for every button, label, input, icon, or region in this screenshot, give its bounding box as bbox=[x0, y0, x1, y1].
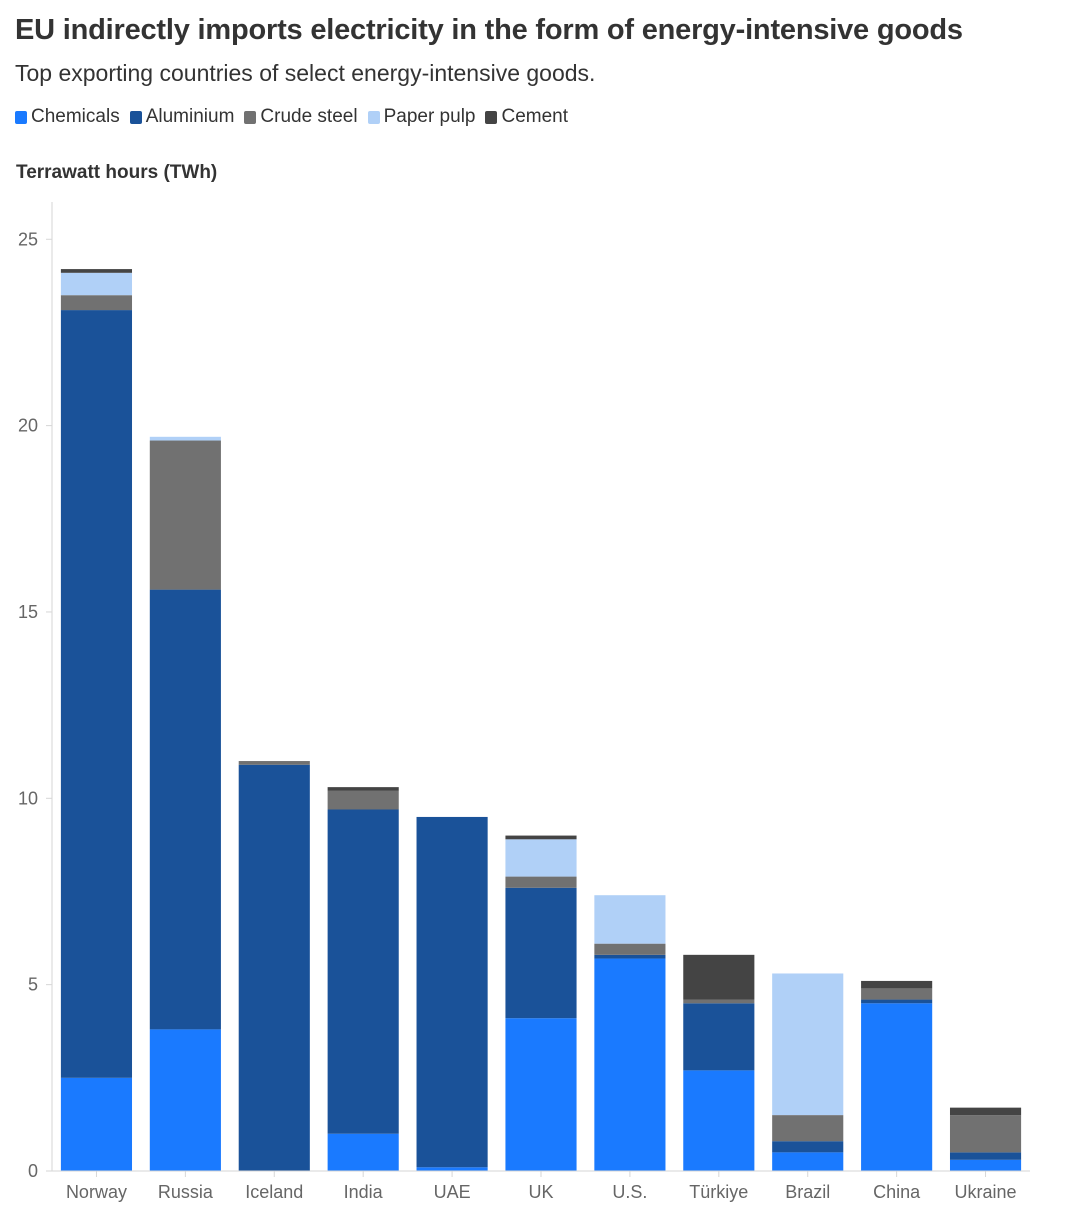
bar-brazil-chemicals[interactable] bbox=[772, 1152, 844, 1171]
x-tick-label-norway: Norway bbox=[66, 1182, 127, 1202]
bar-uk-paper-pulp[interactable] bbox=[505, 839, 577, 877]
bar-iceland-aluminium[interactable] bbox=[238, 764, 310, 1171]
x-tick-label-brazil: Brazil bbox=[785, 1182, 830, 1202]
legend-label-paper-pulp: Paper pulp bbox=[383, 106, 476, 127]
bar-china-aluminium[interactable] bbox=[861, 999, 933, 1004]
x-tick-label-u-s-: U.S. bbox=[612, 1182, 647, 1202]
bar-russia-crude-steel[interactable] bbox=[149, 440, 221, 590]
legend-label-chemicals: Chemicals bbox=[31, 106, 120, 127]
y-tick-label: 10 bbox=[18, 788, 38, 808]
legend-label-crude-steel: Crude steel bbox=[260, 106, 358, 127]
bar-norway-aluminium[interactable] bbox=[60, 310, 133, 1078]
y-tick-label: 15 bbox=[18, 602, 38, 622]
bar-brazil-crude-steel[interactable] bbox=[772, 1115, 844, 1142]
bar-china-chemicals[interactable] bbox=[861, 1003, 933, 1171]
bar-t-rkiye-crude-steel[interactable] bbox=[683, 999, 755, 1004]
legend-swatch-paper-pulp bbox=[367, 110, 380, 124]
bar-ukraine-aluminium[interactable] bbox=[949, 1152, 1022, 1160]
y-axis-label: Terrawatt hours (TWh) bbox=[16, 162, 218, 183]
bar-india-aluminium[interactable] bbox=[327, 809, 399, 1134]
bar-russia-aluminium[interactable] bbox=[149, 589, 221, 1030]
legend-swatch-cement bbox=[485, 110, 498, 124]
bar-norway-paper-pulp[interactable] bbox=[60, 272, 133, 296]
bar-brazil-aluminium[interactable] bbox=[772, 1141, 844, 1153]
y-tick-label: 20 bbox=[18, 416, 38, 436]
legend: Chemicals Aluminium Crude steel Paper pu… bbox=[15, 106, 578, 128]
bar-india-cement[interactable] bbox=[327, 787, 399, 791]
bar-india-chemicals[interactable] bbox=[327, 1133, 399, 1171]
legend-swatch-crude-steel bbox=[244, 110, 257, 124]
bar-ukraine-crude-steel[interactable] bbox=[949, 1115, 1022, 1153]
y-tick-label: 25 bbox=[18, 229, 38, 249]
bar-t-rkiye-aluminium[interactable] bbox=[683, 1003, 755, 1071]
legend-item-cement[interactable]: Cement bbox=[485, 106, 568, 128]
bar-norway-chemicals[interactable] bbox=[60, 1077, 133, 1171]
x-tick-label-russia: Russia bbox=[158, 1182, 214, 1202]
bar-t-rkiye-cement[interactable] bbox=[683, 954, 755, 1000]
legend-swatch-aluminium bbox=[129, 110, 142, 124]
bar-brazil-paper-pulp[interactable] bbox=[772, 973, 844, 1116]
bar-u-s--paper-pulp[interactable] bbox=[594, 895, 666, 944]
bar-t-rkiye-chemicals[interactable] bbox=[683, 1070, 755, 1171]
legend-item-aluminium[interactable]: Aluminium bbox=[129, 106, 235, 128]
legend-label-aluminium: Aluminium bbox=[145, 106, 235, 127]
bar-china-cement[interactable] bbox=[861, 980, 933, 989]
bar-uae-aluminium[interactable] bbox=[416, 816, 488, 1168]
bar-u-s--crude-steel[interactable] bbox=[594, 943, 666, 955]
bar-uk-crude-steel[interactable] bbox=[505, 876, 577, 888]
legend-item-paper-pulp[interactable]: Paper pulp bbox=[367, 106, 476, 128]
bar-uk-aluminium[interactable] bbox=[505, 887, 577, 1019]
legend-item-chemicals[interactable]: Chemicals bbox=[15, 106, 120, 128]
x-tick-label-china: China bbox=[873, 1182, 921, 1202]
legend-label-cement: Cement bbox=[501, 106, 569, 127]
bars-layer bbox=[60, 269, 1022, 1171]
bar-norway-cement[interactable] bbox=[60, 269, 133, 273]
bar-india-crude-steel[interactable] bbox=[327, 790, 399, 810]
chart-title: EU indirectly imports electricity in the… bbox=[15, 14, 963, 46]
bar-russia-paper-pulp[interactable] bbox=[149, 436, 221, 441]
y-tick-label: 0 bbox=[28, 1161, 38, 1181]
bar-u-s--aluminium[interactable] bbox=[594, 954, 666, 959]
x-tick-label-iceland: Iceland bbox=[245, 1182, 303, 1202]
x-tick-label-uk: UK bbox=[528, 1182, 553, 1202]
bar-ukraine-chemicals[interactable] bbox=[949, 1159, 1022, 1171]
bar-uae-chemicals[interactable] bbox=[416, 1167, 488, 1171]
x-tick-label-t-rkiye: Türkiye bbox=[689, 1182, 748, 1202]
bar-uk-chemicals[interactable] bbox=[505, 1018, 577, 1171]
bar-ukraine-cement[interactable] bbox=[949, 1107, 1022, 1116]
axis-layer: 0 5 10 15 20 25 Norway Russia Iceland India UAE UK U… bbox=[18, 202, 1030, 1202]
x-tick-label-uae: UAE bbox=[434, 1182, 471, 1202]
x-tick-label-ukraine: Ukraine bbox=[955, 1182, 1017, 1202]
bar-uk-cement[interactable] bbox=[505, 835, 577, 840]
bar-norway-crude-steel[interactable] bbox=[60, 295, 133, 311]
legend-swatch-chemicals bbox=[15, 110, 27, 124]
bar-china-crude-steel[interactable] bbox=[861, 988, 933, 1000]
legend-item-crude-steel[interactable]: Crude steel bbox=[244, 106, 358, 128]
bar-u-s--chemicals[interactable] bbox=[594, 958, 666, 1171]
bar-russia-chemicals[interactable] bbox=[149, 1029, 221, 1171]
bar-iceland-crude-steel[interactable] bbox=[238, 761, 310, 765]
y-tick-label: 5 bbox=[28, 975, 38, 995]
chart-subtitle: Top exporting countries of select energy… bbox=[15, 60, 596, 86]
x-tick-label-india: India bbox=[344, 1182, 384, 1202]
